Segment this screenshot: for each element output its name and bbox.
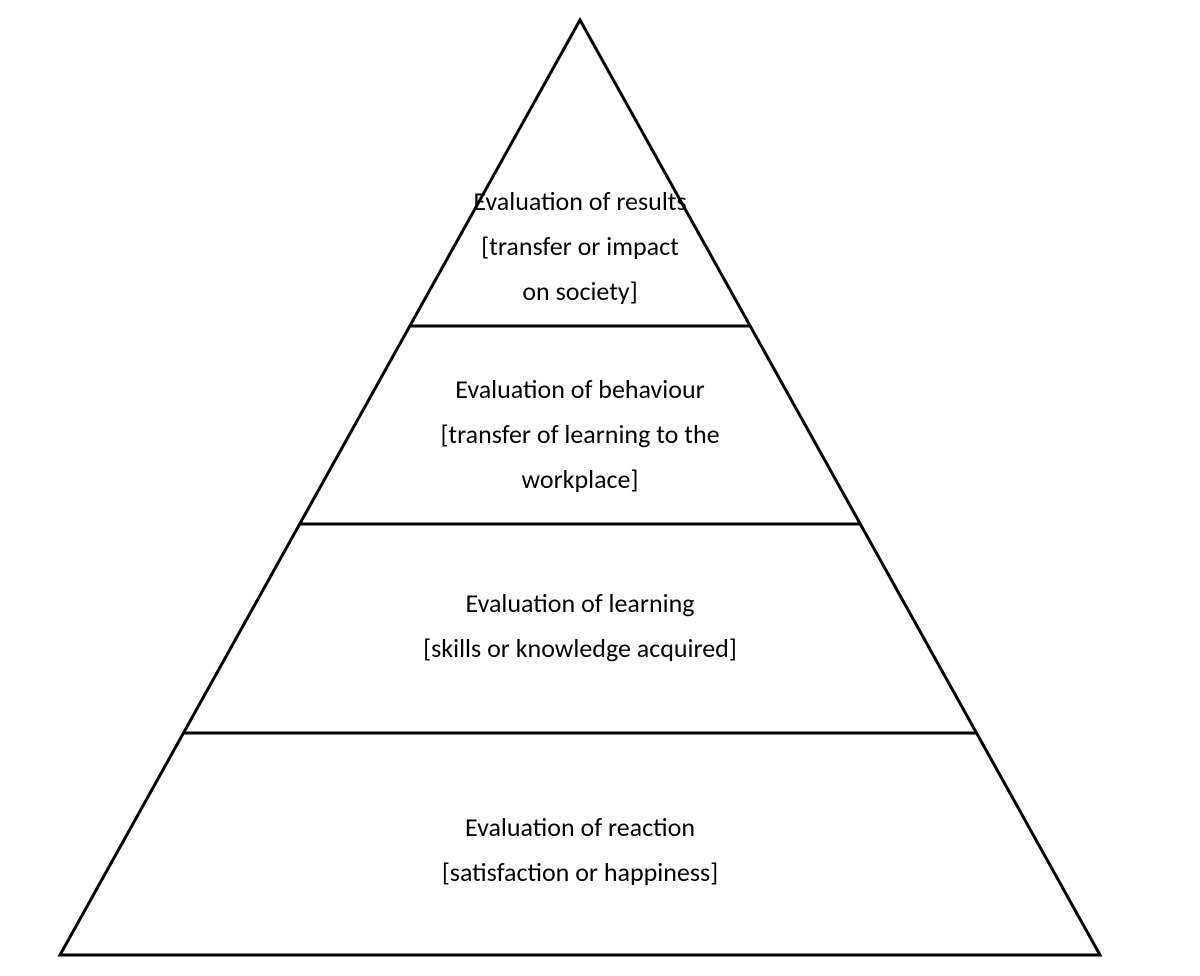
pyramid-level-3-line-1: Evaluation of behaviour [455, 373, 704, 405]
pyramid-level-4-line-1: Evaluation of results [473, 185, 686, 217]
pyramid-level-1-line-1: Evaluation of reaction [465, 811, 695, 843]
pyramid-level-4-line-2: [transfer or impact [481, 230, 679, 262]
pyramid-level-3-line-2: [transfer of learning to the [440, 418, 719, 450]
pyramid-level-4-line-3: on society] [522, 275, 637, 307]
pyramid-level-2-line-2: [skills or knowledge acquired] [423, 632, 737, 664]
pyramid-level-1-line-2: [satisfaction or happiness] [442, 856, 718, 888]
pyramid-level-3-line-3: workplace] [522, 463, 639, 495]
pyramid-level-2-line-1: Evaluation of learning [466, 587, 695, 619]
pyramid-diagram: Evaluation of results [transfer or impact… [0, 0, 1200, 976]
